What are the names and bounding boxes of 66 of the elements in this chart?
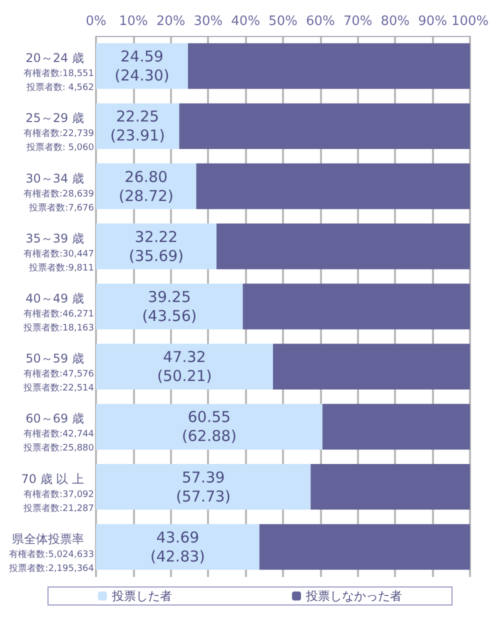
text: 投票者数: 5,060 [25,142,94,154]
bar [96,163,196,210]
bar [188,43,470,89]
bar [196,163,470,210]
text: 投票者数:21,287 [22,502,94,514]
legend-label: 投票しなかった者 [305,589,402,603]
bar [272,344,470,390]
text: 投票者数:22,514 [22,382,94,394]
bar [322,404,470,450]
data-label: 47.32 (50.21) [157,348,212,386]
text: 有権者数:30,447 [23,248,94,260]
x-tick-label: 100% [451,14,489,29]
bar [96,464,311,510]
bar [96,344,273,390]
text: 有権者数:28,639 [23,188,94,200]
bar [96,43,188,89]
data-label: 22.25 (23.91) [110,108,165,145]
x-tick-label: 40% [231,14,260,29]
y-tick-label: 30～34 歳 [26,171,84,186]
text: 有権者数:22,739 [23,128,94,140]
data-label: 32.22 (35.69) [128,228,184,265]
text: 有権者数:42,744 [23,428,94,440]
text: 投票者数:9,811 [28,262,94,274]
x-tick-label: 90% [418,14,448,29]
data-label: 24.59 (24.30) [114,48,170,85]
data-label: 39.25 (43.56) [142,288,197,325]
text: 投票者数:2,195,364 [8,562,94,574]
data-label: 60.55 (62.88) [182,408,237,446]
x-tick-label: 60% [306,14,335,29]
bar [179,103,470,150]
x-tick-label: 30% [194,14,223,29]
bar [96,224,217,270]
y-tick-label: 70 歳 以 上 [21,472,84,486]
text: 投票者数: 4,562 [25,82,94,94]
bar [259,524,470,570]
text: 投票者数:7,676 [28,202,94,214]
x-tick-label: 20% [156,14,186,29]
x-tick-label: 10% [118,14,148,29]
x-tick-label: 50% [268,14,298,29]
bar [96,404,322,450]
y-tick-label: 県全体投票率 [12,532,84,546]
text: 有権者数:5,024,633 [9,548,94,560]
y-tick-label: 20～24 歳 [26,51,84,66]
bar [96,524,260,570]
text: 有権者数:37,092 [23,488,94,500]
bar [310,464,470,510]
x-tick-label: 0% [86,14,106,29]
text: 有権者数:47,576 [23,368,94,380]
legend-label: 投票した者 [111,589,172,603]
text: 有権者数:46,271 [23,308,94,320]
data-label: 43.69 (42.83) [150,528,206,566]
x-tick-label: 70% [343,14,372,29]
y-tick-label: 60～69 歳 [26,412,84,426]
bar [216,224,470,270]
text: 有権者数:18,551 [23,68,94,80]
y-tick-label: 40～49 歳 [26,292,84,306]
text: 投票者数:18,163 [22,322,94,334]
x-tick-label: 80% [380,14,410,29]
data-label: 57.39 (57.73) [176,468,231,506]
y-tick-label: 35～39 歳 [26,231,84,246]
bar [242,284,470,330]
data-label: 26.80 (28.72) [118,168,174,205]
bar [96,284,243,330]
y-tick-label: 25～29 歳 [26,111,84,126]
text: 投票者数:25,880 [22,442,94,454]
y-tick-label: 50～59 歳 [26,352,84,366]
